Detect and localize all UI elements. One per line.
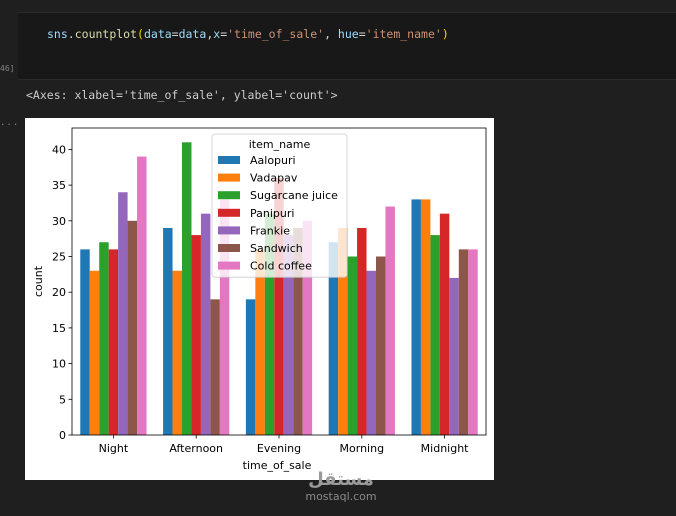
bar-vadapav xyxy=(255,249,265,435)
x-tick-label: Evening xyxy=(257,442,301,455)
bar-cold-coffee xyxy=(468,249,478,435)
cell-execution-count: 46] xyxy=(0,64,15,73)
legend-label: Aalopuri xyxy=(250,154,296,167)
bar-sugarcane-juice xyxy=(264,213,275,435)
bar-sandwich xyxy=(458,249,469,435)
bar-cold-coffee xyxy=(302,220,313,435)
bar-sugarcane-juice xyxy=(430,235,440,435)
bar-frankie xyxy=(366,270,376,435)
x-tick-label: Midnight xyxy=(421,442,470,455)
watermark-logo: مستقل xyxy=(308,469,374,490)
legend-swatch xyxy=(218,173,240,182)
watermark: مستقل mostaql.com xyxy=(296,469,386,504)
bar-sugarcane-juice xyxy=(99,242,109,435)
y-tick-label: 25 xyxy=(52,251,66,264)
y-tick-label: 5 xyxy=(59,393,66,406)
bar-aalopuri xyxy=(411,199,421,435)
bar-cold-coffee xyxy=(137,156,147,435)
bar-sandwich xyxy=(375,256,386,435)
y-tick-label: 20 xyxy=(52,286,66,299)
bar-sandwich xyxy=(293,227,303,435)
code-module: sns xyxy=(47,27,68,41)
legend-box xyxy=(211,133,348,278)
y-tick-label: 40 xyxy=(52,143,66,156)
bar-panipuri xyxy=(357,227,367,435)
bar-vadapav xyxy=(172,270,182,435)
code-arg-name: x xyxy=(213,27,221,41)
bar-vadapav xyxy=(420,199,431,435)
bar-frankie xyxy=(118,192,128,435)
legend-label: Cold coffee xyxy=(250,260,312,273)
legend-title: item_name xyxy=(249,138,311,151)
bar-aalopuri xyxy=(245,299,256,435)
bar-sugarcane-juice xyxy=(182,142,192,435)
code-arg-value: 'item_name' xyxy=(365,27,442,41)
countplot-chart: 0 5 10 15 20 25 30 35 40 Night Afternoon Evening Mor… xyxy=(32,127,487,472)
x-tick-label: Morning xyxy=(340,442,385,455)
y-tick-label: 0 xyxy=(59,429,66,442)
bar-vadapav xyxy=(338,227,348,435)
legend-label: Panipuri xyxy=(250,207,294,220)
code-arg-value: 'time_of_sale' xyxy=(227,27,325,41)
legend-label: Vadapav xyxy=(250,172,298,185)
y-tick-label: 35 xyxy=(52,179,66,192)
x-tick-label: Night xyxy=(99,442,129,455)
bar-panipuri xyxy=(108,249,119,435)
legend-swatch xyxy=(218,226,240,235)
bar-aalopuri xyxy=(328,242,339,435)
legend-swatch xyxy=(218,261,240,270)
legend-swatch xyxy=(218,244,240,252)
legend-label: Sandwich xyxy=(250,242,303,255)
bar-panipuri xyxy=(439,213,450,435)
bar-panipuri xyxy=(191,235,201,435)
bar-vadapav xyxy=(89,270,100,435)
code-arg-name: hue xyxy=(337,27,359,41)
bar-cold-coffee xyxy=(219,199,230,435)
bar-cold-coffee xyxy=(385,206,395,435)
legend-label: Frankie xyxy=(250,224,290,237)
legend-swatch xyxy=(218,208,240,217)
code-cell[interactable]: sns.countplot(data=data,x='time_of_sale'… xyxy=(18,12,676,80)
code-arg-name: data xyxy=(143,27,172,41)
code-line[interactable]: sns.countplot(data=data,x='time_of_sale'… xyxy=(47,27,449,41)
code-arg-value: data xyxy=(178,27,207,41)
plot-output: 0 5 10 15 20 25 30 35 40 Night Afternoon Evening Mor… xyxy=(25,118,494,480)
x-tick-label: Afternoon xyxy=(169,442,223,455)
bar-panipuri xyxy=(274,177,284,436)
bar-sugarcane-juice xyxy=(347,256,358,435)
legend-swatch xyxy=(218,191,240,200)
bar-sandwich xyxy=(127,220,138,435)
y-axis-label: count xyxy=(32,265,45,297)
x-axis-label: time_of_sale xyxy=(243,459,312,472)
watermark-url: mostaql.com xyxy=(305,490,377,503)
bar-frankie xyxy=(200,213,211,435)
bar-frankie xyxy=(283,235,294,435)
cell-output-text: <Axes: xlabel='time_of_sale', ylabel='co… xyxy=(26,88,338,102)
y-tick-label: 15 xyxy=(52,322,66,335)
bar-aalopuri xyxy=(80,249,90,435)
y-tick-label: 30 xyxy=(52,215,66,228)
bar-aalopuri xyxy=(163,227,173,435)
y-tick-label: 10 xyxy=(52,358,66,371)
bar-frankie xyxy=(449,277,459,435)
legend-swatch xyxy=(218,156,240,164)
bar-sandwich xyxy=(210,299,220,435)
code-function: countplot xyxy=(74,27,138,41)
legend-label: Sugarcane juice xyxy=(250,189,338,202)
output-gutter-dots[interactable]: ... xyxy=(0,118,20,128)
